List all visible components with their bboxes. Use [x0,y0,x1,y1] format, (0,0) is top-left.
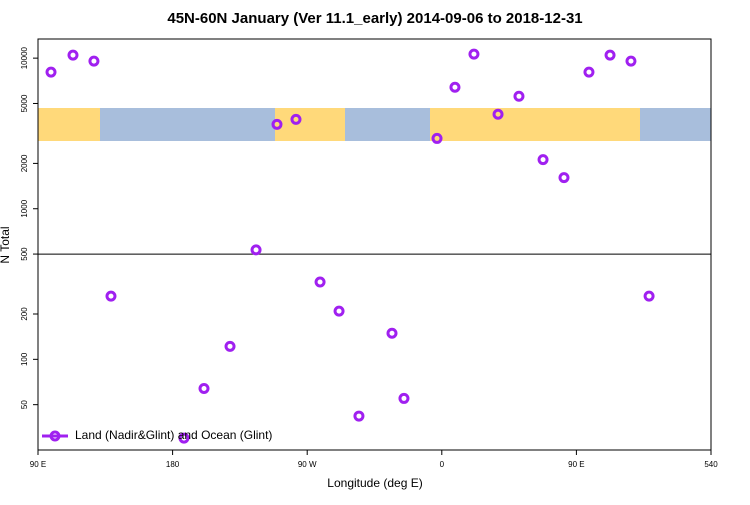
plot-frame [37,38,712,451]
x-tick-label: 0 [440,460,445,469]
point [643,290,655,302]
point [604,49,616,61]
point [625,55,637,67]
point [290,113,302,125]
x-tick-label: 90 E [30,460,46,469]
y-tick-label: 100 [20,352,29,366]
map-ocean [100,108,275,141]
point [88,55,100,67]
chart-title: 45N-60N January (Ver 11.1_early) 2014-09… [167,10,582,27]
x-tick-label: 180 [166,460,180,469]
point [449,81,461,93]
point [468,48,480,60]
y-tick-label: 500 [20,247,29,261]
y-tick-label: 2000 [20,154,29,172]
map-ocean [640,108,711,141]
x-tick-label: 90 W [298,460,317,469]
point [558,172,570,184]
point [224,340,236,352]
point [353,410,365,422]
point [314,276,326,288]
point [105,290,117,302]
x-tick-label: 540 [704,460,718,469]
point [271,118,283,130]
point [178,432,190,444]
point [537,154,549,166]
map-strip [38,108,711,141]
point [198,383,210,395]
legend-label: Land (Nadir&Glint) and Ocean (Glint) [75,428,272,442]
point [250,244,262,256]
x-tick-label: 90 E [568,460,584,469]
y-tick-label: 50 [20,400,29,409]
point [67,49,79,61]
point [45,66,57,78]
point [398,392,410,404]
map-ocean [345,108,430,141]
legend-marker [49,430,61,442]
y-tick-label: 200 [20,307,29,321]
point [513,90,525,102]
point [492,108,504,120]
y-tick-label: 1000 [20,199,29,217]
point [583,66,595,78]
y-tick-label: 10000 [20,46,29,69]
point [386,327,398,339]
x-axis-label: Longitude (deg E) [327,476,422,490]
y-tick-label: 5000 [20,94,29,112]
point [431,132,443,144]
point [333,305,345,317]
y-axis-label: N Total [0,226,12,263]
